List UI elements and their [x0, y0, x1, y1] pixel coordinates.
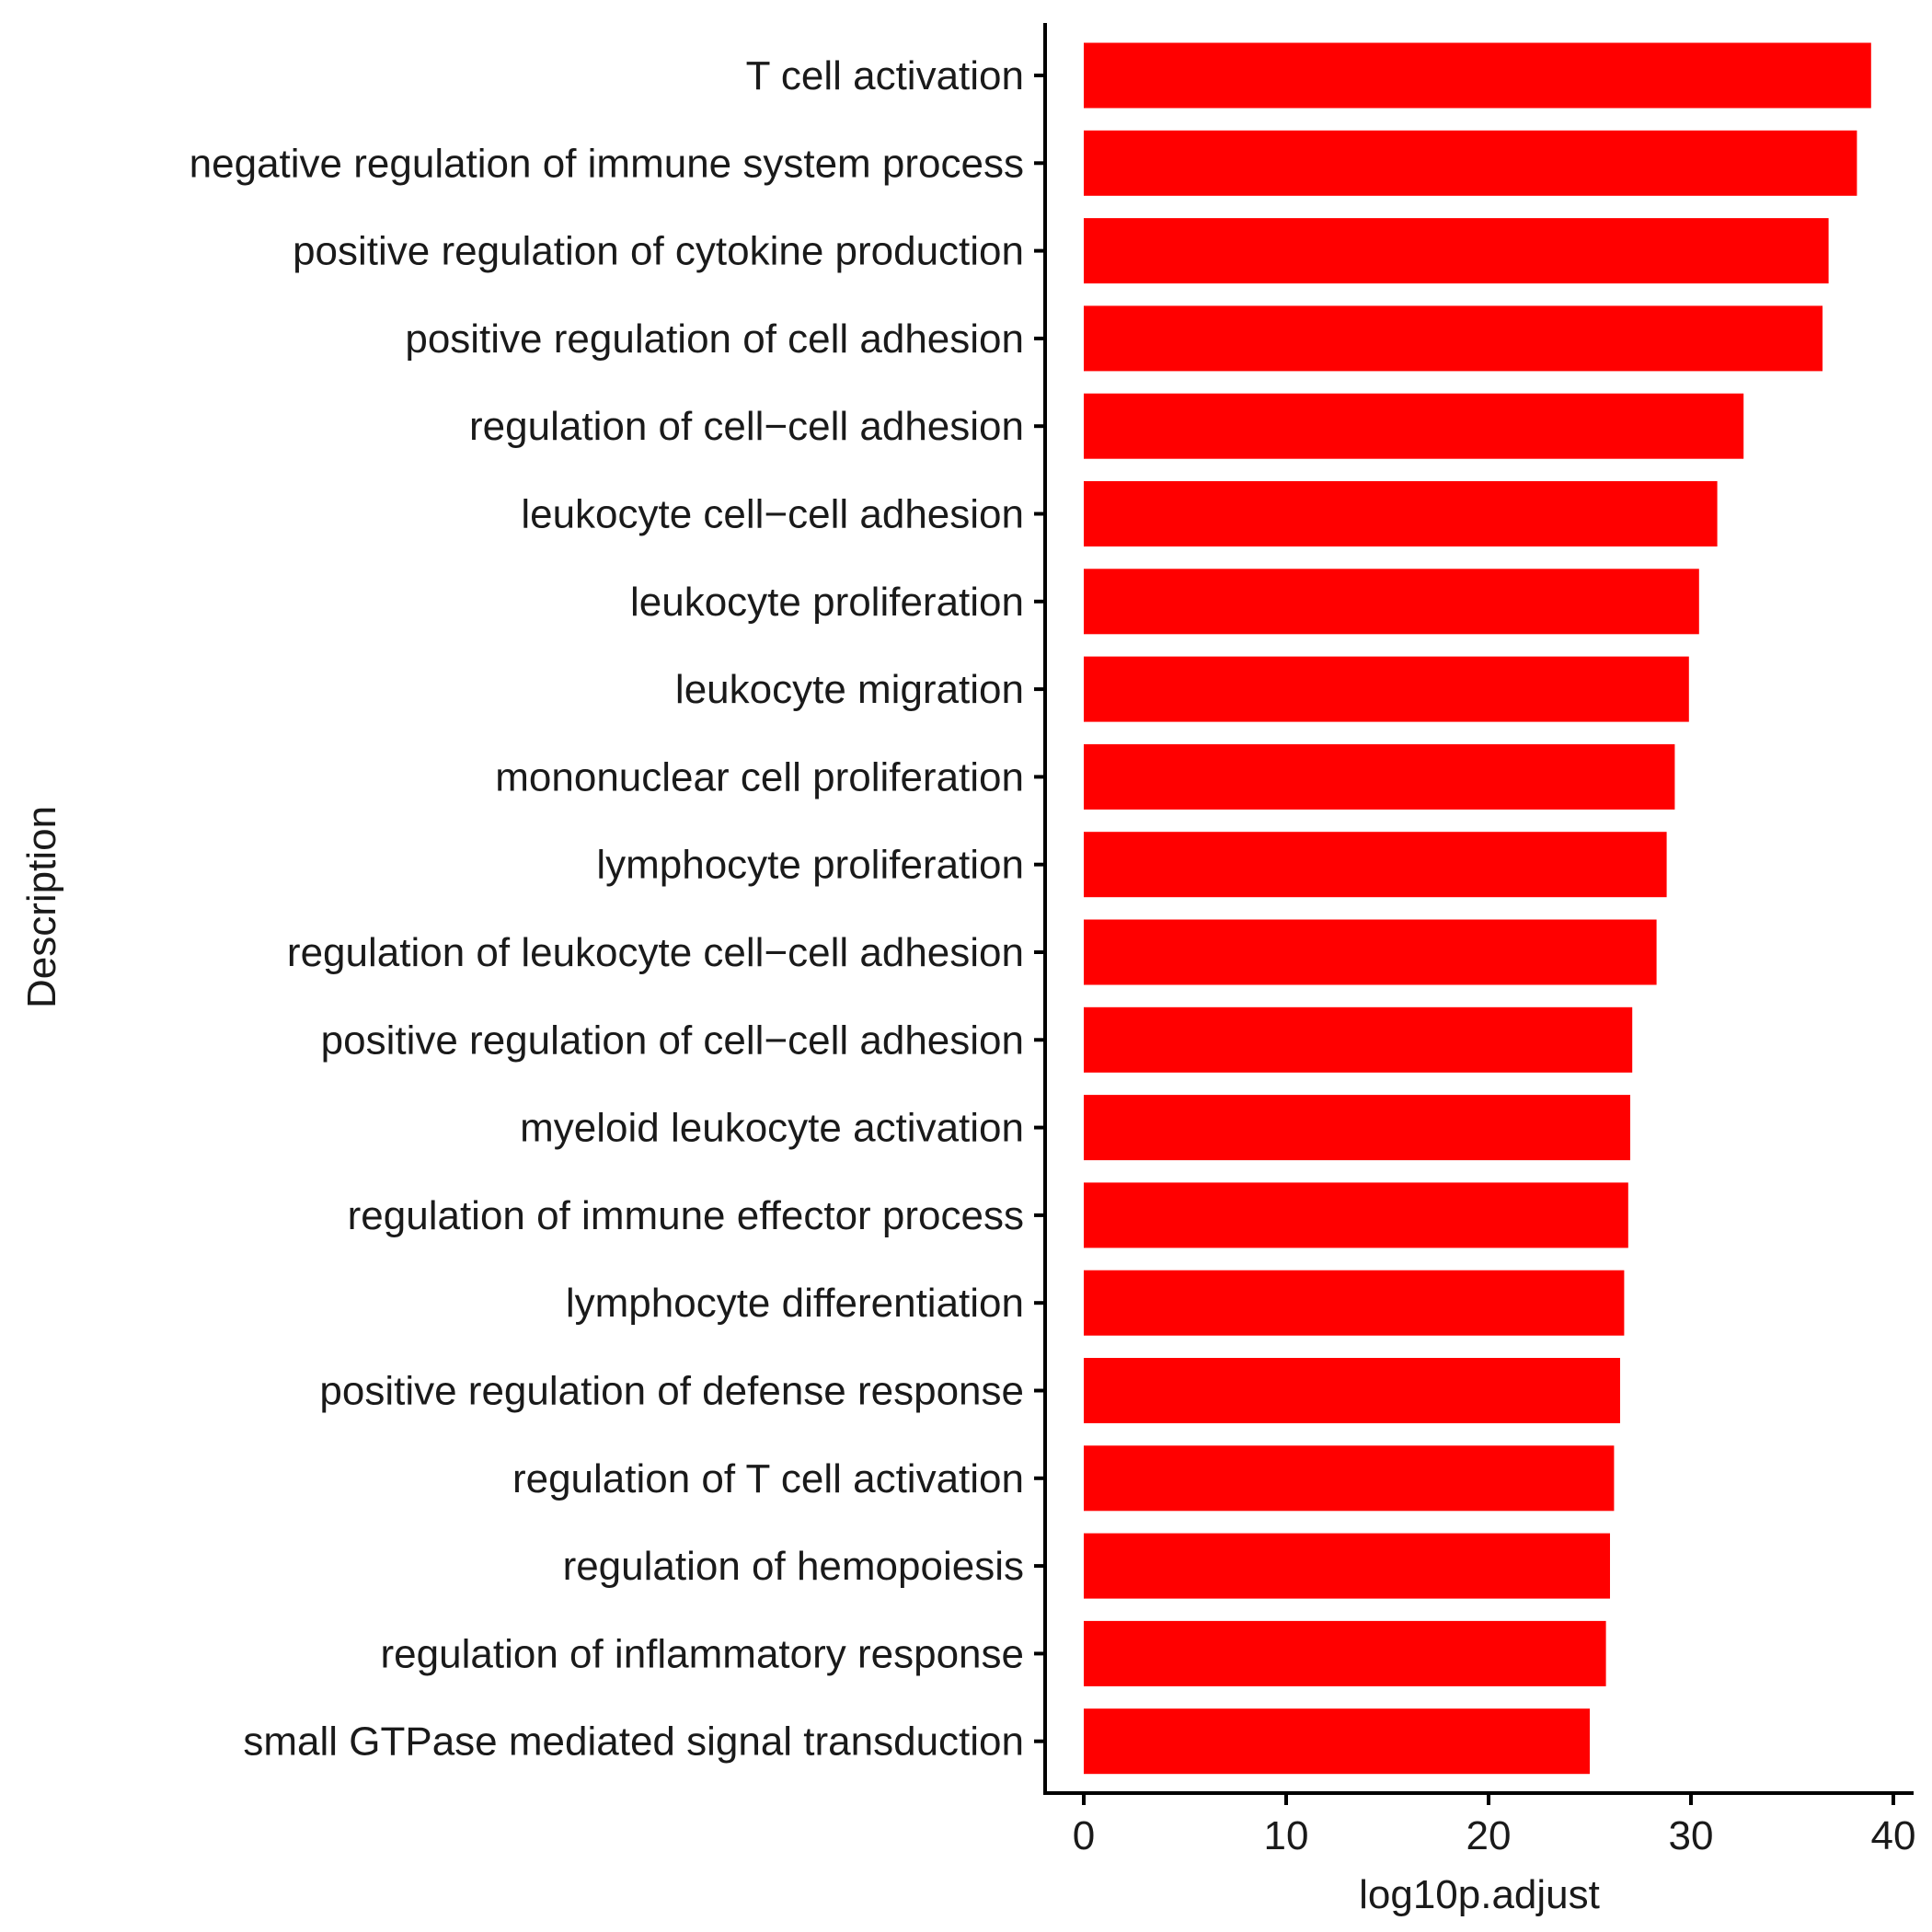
y-tick-label: mononuclear cell proliferation	[495, 754, 1024, 799]
bar	[1084, 1358, 1620, 1423]
y-tick-label: regulation of T cell activation	[512, 1456, 1024, 1501]
y-tick-label: lymphocyte differentiation	[566, 1281, 1024, 1326]
y-tick-label: leukocyte migration	[675, 667, 1024, 712]
bar	[1084, 743, 1675, 810]
x-tick-label: 40	[1871, 1813, 1916, 1858]
y-tick-label: positive regulation of cell adhesion	[405, 316, 1024, 362]
bar	[1084, 919, 1657, 985]
bar	[1084, 1445, 1615, 1512]
bar	[1084, 569, 1699, 635]
y-axis-title: Description	[19, 806, 64, 1008]
bar	[1084, 656, 1689, 722]
bar	[1084, 1095, 1630, 1161]
bar	[1084, 305, 1823, 372]
y-tick-label: leukocyte proliferation	[630, 580, 1024, 625]
bar	[1084, 1620, 1606, 1686]
x-tick-label: 20	[1466, 1813, 1512, 1858]
bar	[1084, 481, 1718, 546]
y-tick-label: small GTPase mediated signal transductio…	[243, 1719, 1024, 1765]
y-tick-label: regulation of hemopoiesis	[563, 1544, 1024, 1589]
bar	[1084, 130, 1857, 196]
y-tick-label: lymphocyte proliferation	[596, 843, 1024, 888]
bars-group	[1084, 42, 1871, 1775]
y-tick-label: positive regulation of cell−cell adhesio…	[321, 1018, 1024, 1063]
bar	[1084, 1182, 1628, 1248]
bar	[1084, 832, 1667, 898]
y-tick-label: negative regulation of immune system pro…	[190, 141, 1024, 186]
y-tick-label: regulation of leukocyte cell−cell adhesi…	[287, 930, 1024, 975]
bar	[1084, 1708, 1590, 1775]
y-axis-ticks: T cell activation negative regulation of …	[190, 53, 1045, 1765]
y-tick-label: positive regulation of cytokine producti…	[293, 229, 1024, 274]
y-tick-label: regulation of cell−cell adhesion	[469, 404, 1024, 449]
x-tick-label: 0	[1073, 1813, 1095, 1858]
bar	[1084, 218, 1829, 284]
y-tick-label: regulation of inflammatory response	[381, 1631, 1024, 1676]
bar	[1084, 1533, 1610, 1599]
y-tick-label: myeloid leukocyte activation	[520, 1106, 1024, 1151]
y-tick-label: T cell activation	[746, 53, 1024, 98]
x-axis-ticks: 0 10 20 30 40	[1073, 1793, 1916, 1858]
bar	[1084, 1006, 1633, 1073]
y-tick-label: leukocyte cell−cell adhesion	[521, 492, 1024, 537]
x-tick-label: 30	[1669, 1813, 1714, 1858]
bar	[1084, 1270, 1625, 1336]
y-tick-label: regulation of immune effector process	[348, 1193, 1024, 1238]
y-tick-label: positive regulation of defense response	[319, 1369, 1024, 1414]
x-axis-title: log10p.adjust	[1359, 1872, 1600, 1917]
x-tick-label: 10	[1264, 1813, 1309, 1858]
bar	[1084, 42, 1871, 109]
bar	[1084, 393, 1744, 459]
